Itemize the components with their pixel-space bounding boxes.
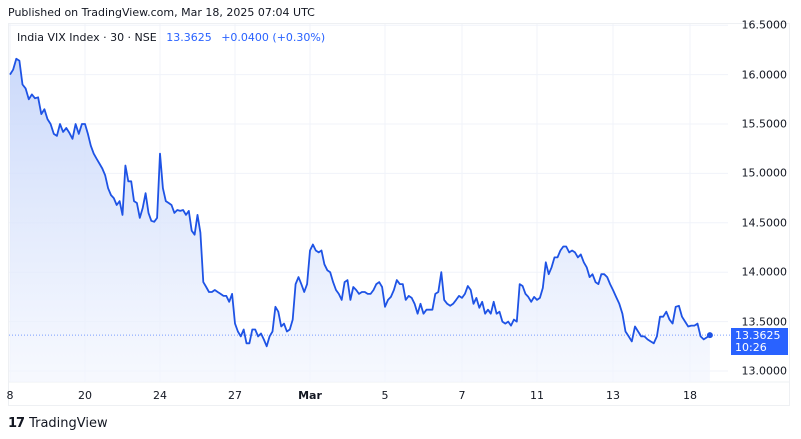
- time-axis-label: 20: [78, 389, 92, 402]
- price-axis-label: 15.5000: [741, 117, 788, 131]
- tradingview-logo-icon: 17: [8, 416, 25, 431]
- legend-change: +0.0400 (+0.30%): [221, 31, 326, 44]
- price-axis-label: 14.5000: [741, 216, 788, 230]
- price-line: [9, 57, 711, 348]
- published-caption: Published on TradingView.com, Mar 18, 20…: [8, 6, 315, 19]
- chart-frame: [8, 23, 790, 406]
- area-fill: [10, 58, 710, 383]
- legend-last-price: 13.3625: [166, 31, 212, 44]
- time-axis-label: 11: [530, 389, 544, 402]
- time-axis-label: 18: [683, 389, 697, 402]
- time-axis-label: 8: [6, 389, 14, 402]
- time-axis-label: 7: [458, 389, 466, 402]
- symbol-name: India VIX Index · 30 · NSE: [17, 31, 157, 44]
- symbol-legend: India VIX Index · 30 · NSE 13.3625 +0.04…: [17, 31, 325, 44]
- last-price-dot: [706, 332, 713, 339]
- badge-countdown: 10:26: [735, 341, 767, 354]
- badge-price: 13.3625: [735, 329, 781, 342]
- price-axis-label: 16.0000: [741, 68, 788, 82]
- time-axis-label: 5: [381, 389, 389, 402]
- tradingview-logo[interactable]: 17 TradingView: [8, 416, 108, 431]
- time-axis-label: 27: [228, 389, 242, 402]
- last-price-badge: 13.3625 10:26: [731, 328, 788, 355]
- time-axis-label: 24: [153, 389, 167, 402]
- time-axis-label: 13: [606, 389, 620, 402]
- price-axis-label: 15.0000: [741, 166, 788, 180]
- price-axis-label: 13.0000: [741, 364, 788, 378]
- time-axis-label: Mar: [298, 389, 322, 402]
- price-axis-label: 16.5000: [741, 18, 788, 32]
- price-axis-label: 13.5000: [741, 315, 788, 329]
- price-axis-label: 14.0000: [741, 265, 788, 279]
- brand-name: TradingView: [29, 416, 108, 431]
